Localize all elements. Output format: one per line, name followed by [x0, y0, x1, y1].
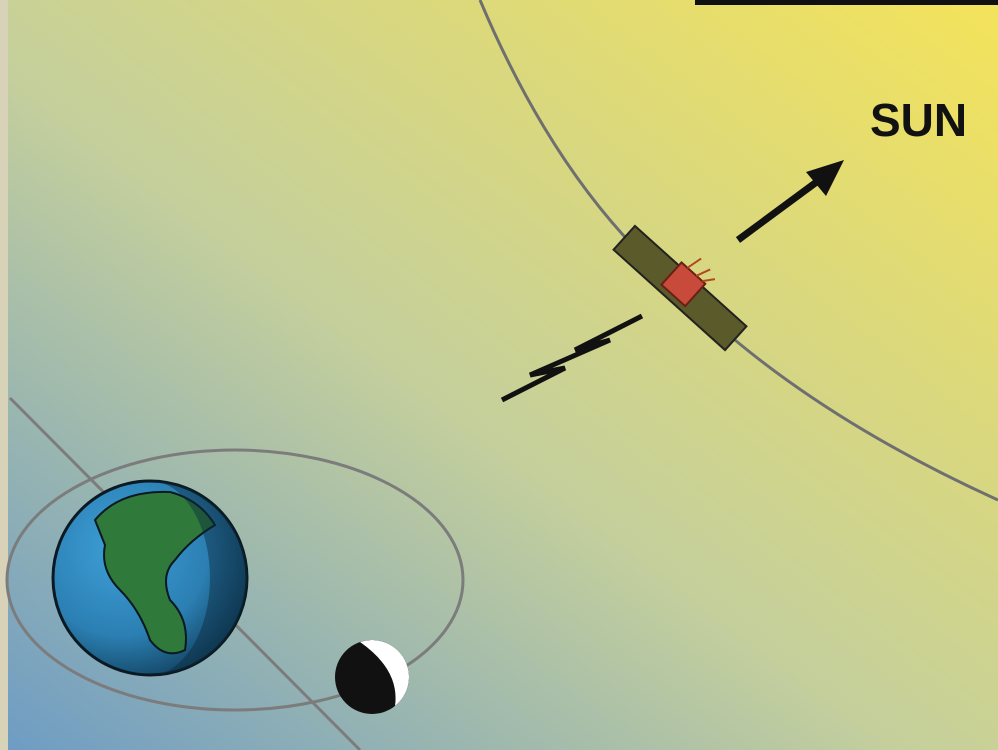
moon [335, 640, 409, 714]
signal-bolt [500, 313, 644, 403]
satellite [612, 224, 748, 352]
earth-continents [93, 490, 217, 655]
sun-arrow-shaft [735, 175, 825, 243]
top-bar [695, 0, 998, 5]
satellite-instruments [686, 257, 716, 283]
earth [51, 479, 249, 677]
earth-shadow [150, 481, 247, 675]
sun-label: SUN [870, 94, 967, 146]
moon-lit [360, 640, 409, 706]
satellite-body [660, 261, 707, 308]
moon-orbit [5, 448, 465, 712]
frame-edge [0, 0, 8, 750]
sun-arrow-head [806, 160, 844, 196]
